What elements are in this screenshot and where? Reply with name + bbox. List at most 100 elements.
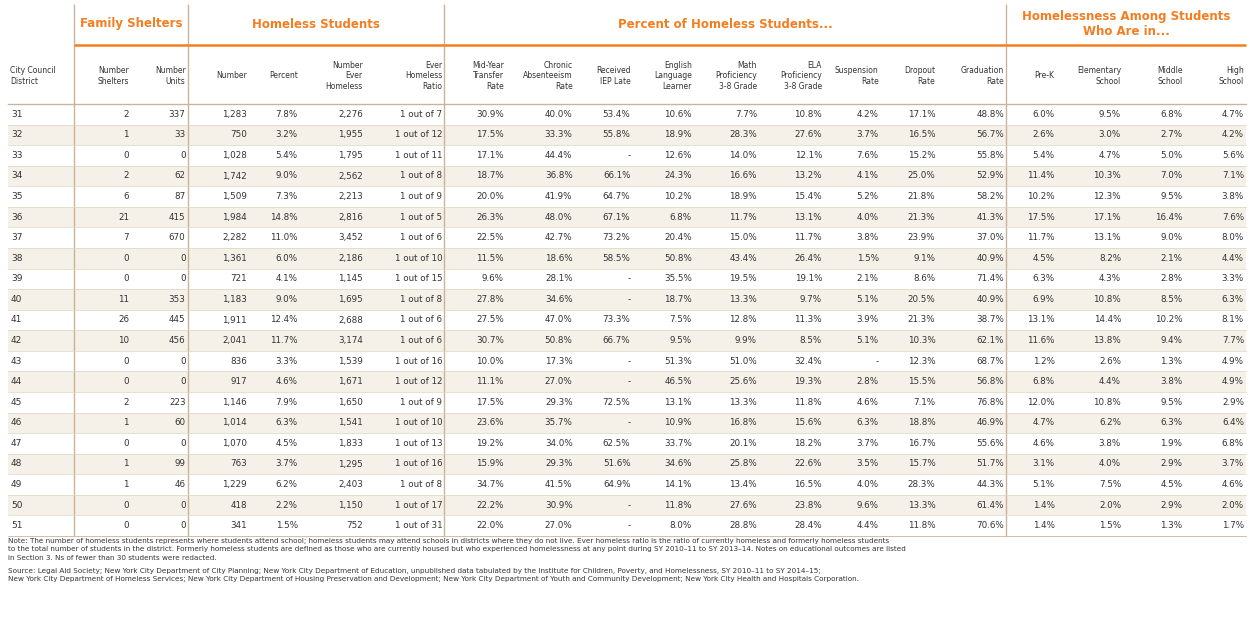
Text: 39: 39: [11, 274, 22, 284]
Text: 2,403: 2,403: [338, 480, 362, 489]
Text: 33: 33: [11, 151, 22, 160]
Text: 7.7%: 7.7%: [735, 110, 758, 119]
Text: 2.9%: 2.9%: [1160, 459, 1182, 468]
Text: 1 out of 17: 1 out of 17: [395, 501, 442, 510]
Text: 23.6%: 23.6%: [476, 418, 504, 428]
Bar: [8, 104, 1246, 125]
Text: Pre-K: Pre-K: [1035, 71, 1055, 81]
Text: 62: 62: [175, 172, 185, 180]
Text: 3.9%: 3.9%: [856, 316, 879, 324]
Text: 43: 43: [11, 357, 22, 366]
Text: 47.0%: 47.0%: [545, 316, 572, 324]
Text: 21.3%: 21.3%: [908, 213, 935, 222]
Text: 4.0%: 4.0%: [1099, 459, 1121, 468]
Text: 1 out of 12: 1 out of 12: [395, 377, 442, 386]
Text: 4.1%: 4.1%: [856, 172, 879, 180]
Text: 1: 1: [124, 418, 129, 428]
Text: 67.1%: 67.1%: [602, 213, 630, 222]
Text: 14.0%: 14.0%: [729, 151, 758, 160]
Text: 6.3%: 6.3%: [1032, 274, 1055, 284]
Text: 33.3%: 33.3%: [545, 130, 572, 140]
Bar: [8, 475, 1246, 495]
Text: 7.0%: 7.0%: [1160, 172, 1182, 180]
Text: 3.0%: 3.0%: [1099, 130, 1121, 140]
Text: 3.7%: 3.7%: [1221, 459, 1244, 468]
Text: 62.5%: 62.5%: [602, 439, 630, 448]
Text: 836: 836: [230, 357, 248, 366]
Text: 5.1%: 5.1%: [856, 336, 879, 345]
Text: 4.2%: 4.2%: [1222, 130, 1244, 140]
Text: 1,955: 1,955: [338, 130, 362, 140]
Text: 21.3%: 21.3%: [908, 316, 935, 324]
Text: -: -: [628, 295, 630, 304]
Text: 23.9%: 23.9%: [908, 233, 935, 242]
Text: 19.2%: 19.2%: [476, 439, 504, 448]
Text: 11.1%: 11.1%: [476, 377, 504, 386]
Text: 4.5%: 4.5%: [1032, 254, 1055, 263]
Text: 34.0%: 34.0%: [545, 439, 572, 448]
Text: 6.3%: 6.3%: [1222, 295, 1244, 304]
Text: 12.0%: 12.0%: [1028, 398, 1055, 407]
Text: 721: 721: [230, 274, 248, 284]
Text: 4.6%: 4.6%: [276, 377, 298, 386]
Bar: [8, 310, 1246, 331]
Text: 62.1%: 62.1%: [976, 336, 1004, 345]
Text: 1,183: 1,183: [222, 295, 248, 304]
Text: 1,833: 1,833: [338, 439, 362, 448]
Text: 1,509: 1,509: [222, 192, 248, 201]
Text: 0: 0: [180, 274, 185, 284]
Text: 2,276: 2,276: [338, 110, 362, 119]
Text: 6: 6: [124, 192, 129, 201]
Text: Note: The number of homeless students represents where students attend school; h: Note: The number of homeless students re…: [8, 538, 889, 544]
Text: 4.6%: 4.6%: [856, 398, 879, 407]
Text: 6.2%: 6.2%: [1099, 418, 1121, 428]
Text: 2.1%: 2.1%: [1160, 254, 1182, 263]
Text: 1,361: 1,361: [222, 254, 248, 263]
Text: 16.6%: 16.6%: [730, 172, 758, 180]
Text: 28.1%: 28.1%: [545, 274, 572, 284]
Text: 1 out of 6: 1 out of 6: [400, 316, 442, 324]
Text: 11.7%: 11.7%: [795, 233, 822, 242]
Bar: [8, 207, 1246, 227]
Text: 2.6%: 2.6%: [1099, 357, 1121, 366]
Text: 1,229: 1,229: [222, 480, 248, 489]
Bar: [8, 515, 1246, 536]
Text: 31: 31: [11, 110, 22, 119]
Text: 1.4%: 1.4%: [1032, 521, 1055, 530]
Text: Percent of Homeless Students...: Percent of Homeless Students...: [618, 18, 832, 31]
Text: 18.9%: 18.9%: [664, 130, 692, 140]
Text: -: -: [628, 418, 630, 428]
Text: 32.4%: 32.4%: [795, 357, 822, 366]
Text: 1 out of 12: 1 out of 12: [395, 130, 442, 140]
Text: 10.2%: 10.2%: [1155, 316, 1182, 324]
Text: 4.4%: 4.4%: [856, 521, 879, 530]
Text: 11.7%: 11.7%: [270, 336, 298, 345]
Text: 33.7%: 33.7%: [664, 439, 692, 448]
Text: 13.3%: 13.3%: [908, 501, 935, 510]
Bar: [8, 371, 1246, 392]
Text: 2: 2: [124, 172, 129, 180]
Text: 12.1%: 12.1%: [795, 151, 822, 160]
Text: 0: 0: [124, 357, 129, 366]
Text: 4.0%: 4.0%: [856, 213, 879, 222]
Text: 1,150: 1,150: [338, 501, 362, 510]
Text: 41.9%: 41.9%: [545, 192, 572, 201]
Text: 20.5%: 20.5%: [908, 295, 935, 304]
Text: to the total number of students in the district. Formerly homeless students are : to the total number of students in the d…: [8, 546, 906, 553]
Text: 415: 415: [169, 213, 185, 222]
Text: 36: 36: [11, 213, 22, 222]
Text: 40.9%: 40.9%: [976, 295, 1004, 304]
Text: 13.8%: 13.8%: [1094, 336, 1121, 345]
Text: -: -: [628, 357, 630, 366]
Bar: [8, 351, 1246, 371]
Bar: [8, 289, 1246, 310]
Text: 6.3%: 6.3%: [275, 418, 298, 428]
Text: 51.3%: 51.3%: [664, 357, 692, 366]
Text: 1.5%: 1.5%: [1099, 521, 1121, 530]
Text: 2.1%: 2.1%: [856, 274, 879, 284]
Text: 51.0%: 51.0%: [729, 357, 758, 366]
Text: 353: 353: [169, 295, 185, 304]
Text: 0: 0: [124, 377, 129, 386]
Text: 48: 48: [11, 459, 22, 468]
Text: 41.5%: 41.5%: [545, 480, 572, 489]
